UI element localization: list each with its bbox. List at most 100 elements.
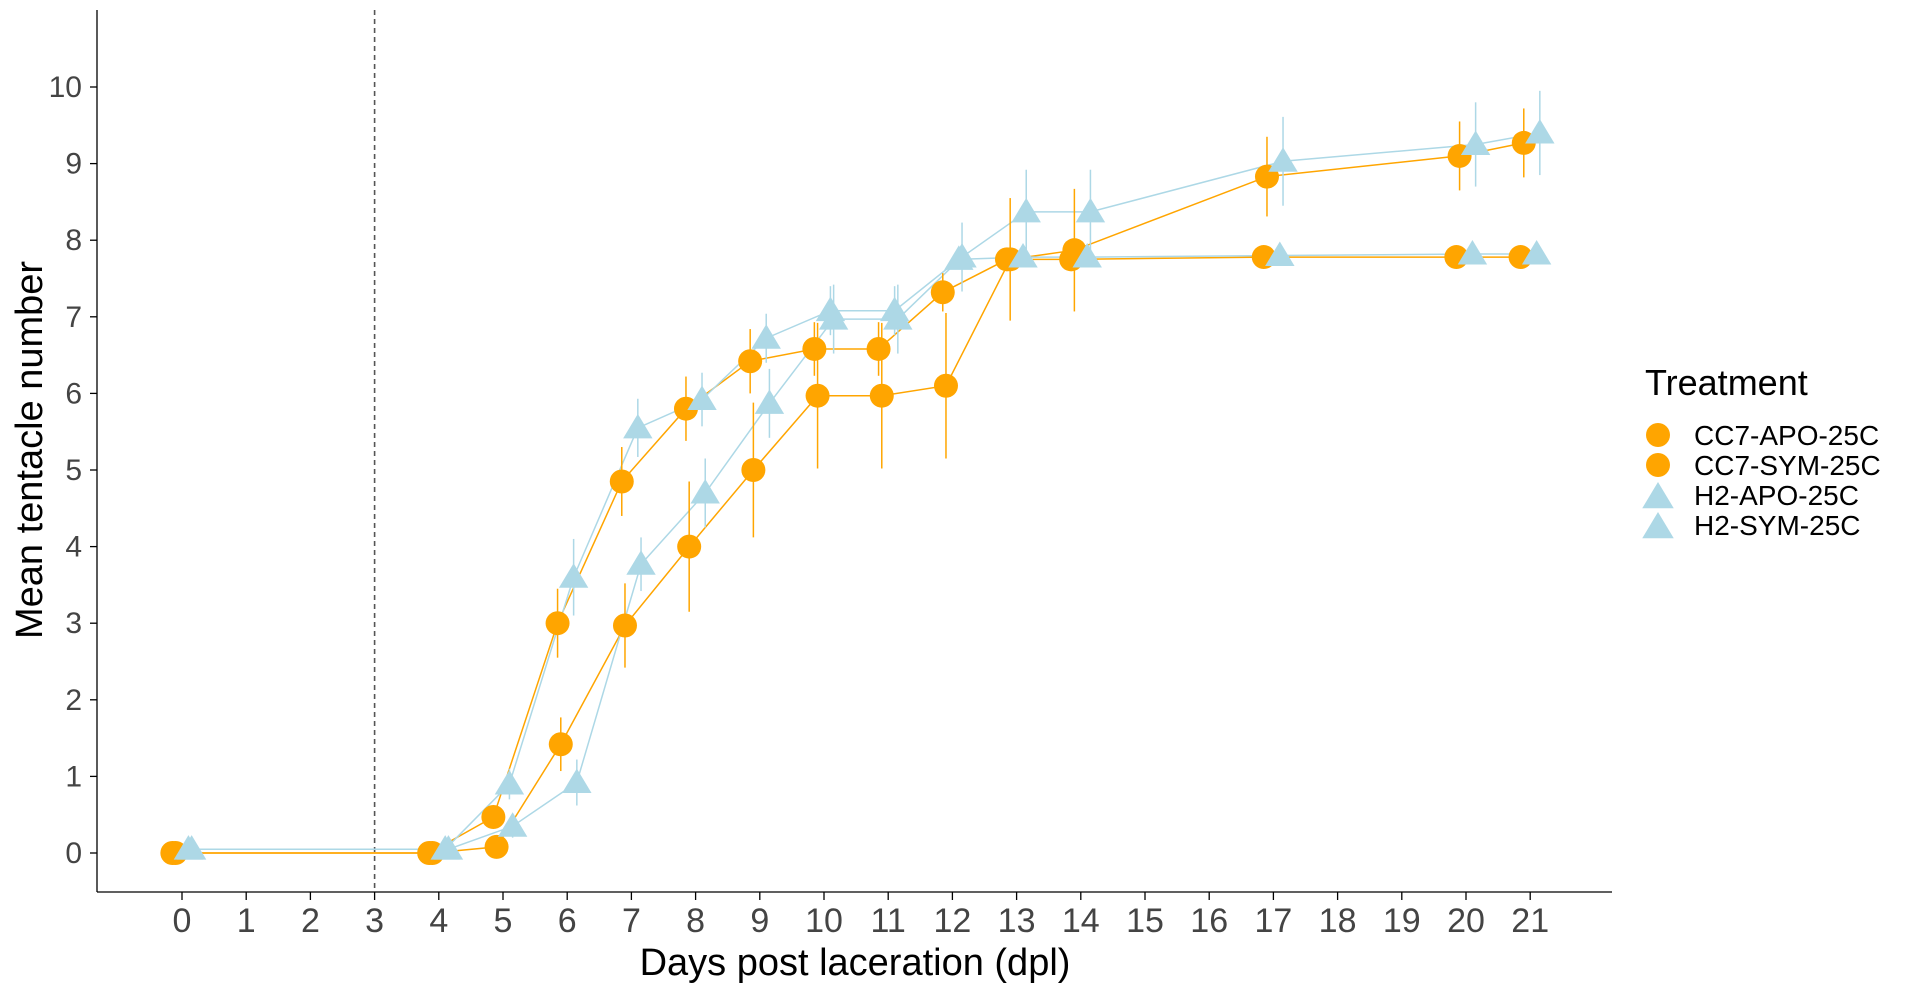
data-point-circle (933, 373, 958, 398)
x-axis-label: Days post laceration (dpl) (640, 942, 1071, 984)
data-point-triangle (751, 324, 781, 349)
series-line (191, 132, 1540, 850)
series-line (175, 142, 1524, 854)
y-ticks: 0 1 2 3 4 5 6 7 8 9 10 (49, 71, 97, 870)
x-tick-label: 0 (173, 902, 192, 940)
data-point-circle (609, 469, 634, 494)
data-point-circle (741, 458, 766, 482)
data-point-circle (930, 280, 955, 305)
x-tick-label: 4 (429, 902, 448, 940)
legend-triangle-icon (1642, 482, 1674, 509)
x-tick-label: 11 (871, 902, 906, 940)
legend-item-label: CC7-APO-25C (1694, 420, 1879, 451)
data-point-triangle (562, 768, 592, 794)
data-point-triangle (1525, 118, 1555, 144)
data-point-triangle (1460, 130, 1491, 155)
data-point-circle (869, 383, 894, 408)
data-point-circle (802, 336, 827, 361)
data-point-triangle (1521, 239, 1552, 265)
data-point-triangle (690, 478, 720, 504)
data-point-triangle (687, 385, 717, 411)
data-point-triangle (626, 550, 656, 575)
x-tick-label: 19 (1383, 902, 1421, 940)
x-tick-label: 10 (805, 902, 843, 940)
y-tick-label: 5 (65, 454, 82, 487)
legend-title: Treatment (1645, 362, 1808, 403)
x-tick-label: 20 (1447, 902, 1485, 940)
x-tick-label: 12 (933, 902, 971, 940)
data-point-circle (738, 349, 763, 374)
series-line (188, 253, 1537, 850)
legend-item: CC7-SYM-25C (1646, 450, 1881, 481)
legend-circle-icon (1646, 453, 1670, 477)
y-axis-label: Mean tentacle number (9, 261, 51, 639)
series-lines (172, 132, 1540, 854)
y-tick-label: 6 (65, 377, 82, 410)
data-point-triangle (176, 835, 207, 860)
x-tick-label: 8 (686, 902, 705, 940)
legend-item-label: H2-APO-25C (1694, 480, 1859, 511)
x-tick-label: 16 (1190, 902, 1228, 940)
data-point-circle (481, 804, 506, 829)
data-point-circle (545, 611, 570, 636)
data-point-triangle (818, 305, 849, 330)
x-tick-label: 3 (365, 902, 384, 940)
legend-item-label: H2-SYM-25C (1694, 510, 1860, 541)
legend-items: CC7-APO-25CCC7-SYM-25CH2-APO-25CH2-SYM-2… (1642, 420, 1881, 541)
x-tick-label: 13 (998, 902, 1036, 940)
y-tick-label: 3 (65, 607, 82, 640)
plot-area: 0 1 2 3 4 5 6 7 8 9 10 11 12 13 14 15 16 17 18 19 20 21 01234… (49, 10, 1612, 940)
data-point-circle (612, 613, 637, 638)
legend-triangle-icon (1642, 512, 1674, 539)
legend-circle-icon (1646, 423, 1670, 447)
data-point-triangle (754, 389, 785, 414)
data-point-circle (677, 534, 702, 559)
data-point-circle (484, 834, 509, 859)
x-tick-label: 21 (1511, 902, 1549, 940)
legend-item-label: CC7-SYM-25C (1694, 450, 1881, 481)
data-point-triangle (497, 812, 528, 837)
y-tick-label: 9 (65, 148, 82, 181)
y-tick-label: 8 (65, 224, 82, 257)
data-point-triangle (1457, 239, 1488, 265)
data-point-triangle (947, 243, 977, 268)
error-bars (492, 90, 1541, 855)
x-tick-label: 9 (750, 902, 769, 940)
data-point-triangle (1268, 147, 1298, 172)
legend: Treatment CC7-APO-25CCC7-SYM-25CH2-APO-2… (1642, 362, 1881, 541)
legend-item: CC7-APO-25C (1646, 420, 1879, 451)
data-point-circle (548, 732, 573, 757)
data-point-circle (866, 336, 891, 361)
x-tick-label: 6 (558, 902, 577, 940)
data-point-triangle (1075, 197, 1106, 223)
x-tick-label: 15 (1126, 902, 1164, 940)
series-markers (160, 118, 1555, 865)
x-tick-label: 14 (1062, 902, 1100, 940)
x-tick-label: 5 (494, 902, 513, 940)
y-tick-label: 7 (65, 301, 82, 334)
data-point-triangle (433, 835, 464, 860)
data-point-triangle (623, 413, 653, 439)
x-ticks: 0 1 2 3 4 5 6 7 8 9 10 11 12 13 14 15 16 17 18 19 20 21 (173, 892, 1549, 940)
data-point-triangle (1265, 241, 1295, 267)
y-tick-label: 4 (65, 531, 82, 564)
data-point-triangle (1072, 243, 1102, 268)
y-tick-label: 2 (65, 684, 82, 717)
data-point-triangle (1011, 197, 1041, 223)
data-point-triangle (1008, 243, 1038, 268)
x-tick-label: 1 (237, 902, 256, 940)
data-point-triangle (558, 563, 589, 588)
x-tick-label: 2 (301, 902, 320, 940)
legend-item: H2-SYM-25C (1642, 510, 1860, 541)
x-tick-label: 17 (1254, 902, 1292, 940)
y-tick-label: 1 (65, 760, 82, 793)
x-tick-label: 18 (1319, 902, 1357, 940)
y-tick-label: 10 (49, 71, 82, 104)
y-tick-label: 0 (65, 837, 82, 870)
data-point-triangle (494, 770, 525, 795)
x-tick-label: 7 (622, 902, 641, 940)
data-point-triangle (883, 305, 913, 330)
legend-item: H2-APO-25C (1642, 480, 1859, 511)
data-point-circle (805, 383, 830, 408)
